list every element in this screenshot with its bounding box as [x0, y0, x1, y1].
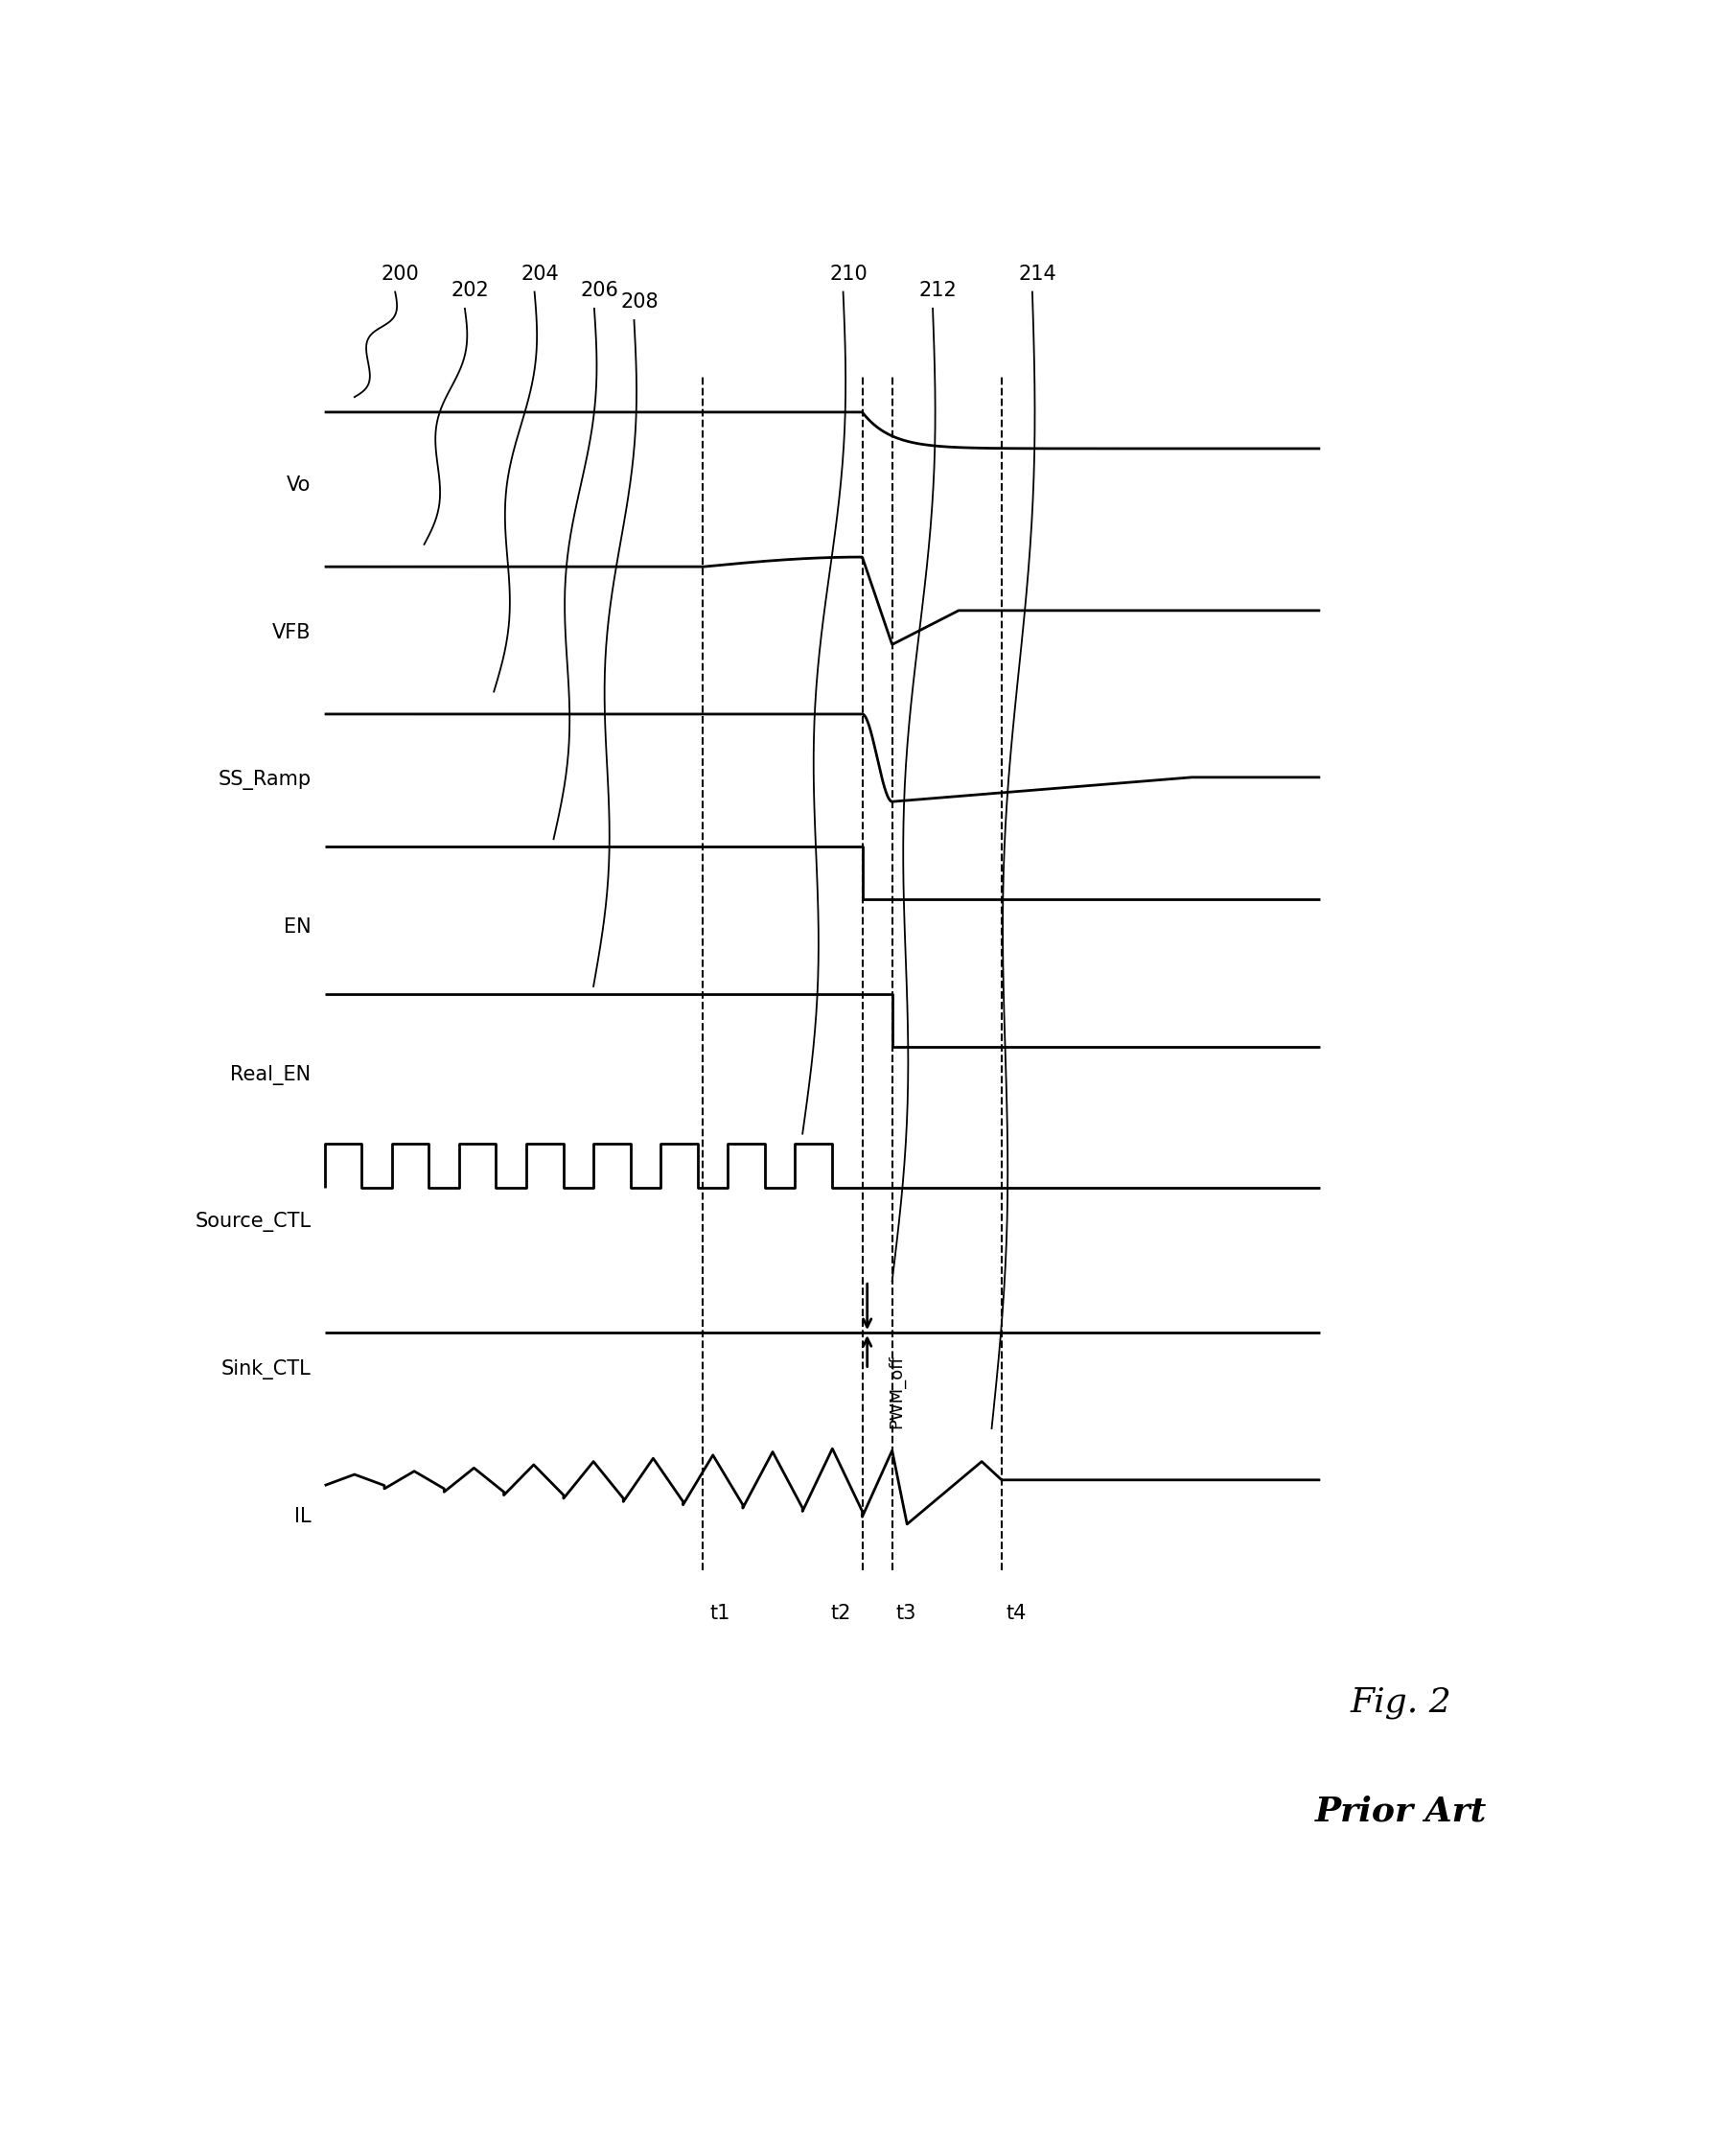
Text: t1: t1	[710, 1604, 731, 1623]
Text: EN: EN	[283, 918, 311, 938]
Text: 202: 202	[451, 280, 490, 300]
Text: PWM_off: PWM_off	[887, 1354, 904, 1427]
Text: SS_Ramp: SS_Ramp	[219, 770, 311, 789]
Text: 210: 210	[830, 265, 868, 285]
Text: 208: 208	[620, 293, 658, 313]
Text: Prior Art: Prior Art	[1314, 1794, 1488, 1828]
Text: t2: t2	[832, 1604, 851, 1623]
Text: Sink_CTL: Sink_CTL	[220, 1360, 311, 1380]
Text: t3: t3	[896, 1604, 917, 1623]
Text: Source_CTL: Source_CTL	[194, 1212, 311, 1233]
Text: 200: 200	[382, 265, 420, 285]
Text: t4: t4	[1005, 1604, 1026, 1623]
Text: Vo: Vo	[286, 476, 311, 496]
Text: VFB: VFB	[273, 623, 311, 642]
Text: Real_EN: Real_EN	[231, 1065, 311, 1084]
Text: IL: IL	[295, 1507, 311, 1526]
Text: Fig. 2: Fig. 2	[1351, 1686, 1451, 1718]
Text: 204: 204	[521, 265, 559, 285]
Text: 206: 206	[580, 280, 618, 300]
Text: 214: 214	[1019, 265, 1057, 285]
Text: 212: 212	[918, 280, 957, 300]
